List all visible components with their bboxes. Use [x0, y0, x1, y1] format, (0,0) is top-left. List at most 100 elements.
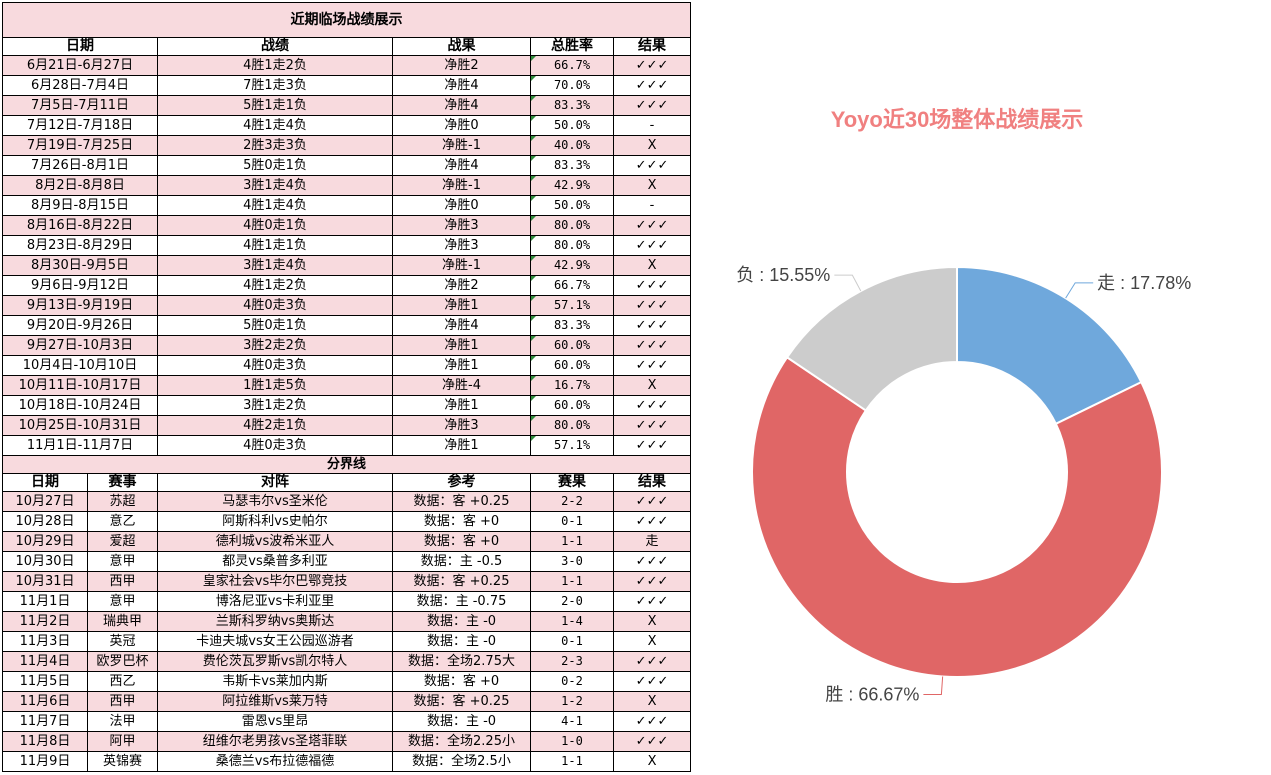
match-date: 10月30日 [2, 551, 88, 572]
row-date: 7月12日-7月18日 [2, 115, 158, 136]
match-reference: 数据：客 +0 [392, 531, 531, 552]
table-row: 9月6日-9月12日 4胜1走2负 净胜2 66.7% ✓✓✓ [2, 275, 692, 296]
match-date: 11月7日 [2, 711, 88, 732]
match-header-row: 日期 赛事 对阵 参考 赛果 结果 [2, 473, 692, 492]
row-rate: 83.3% [530, 155, 614, 176]
match-league: 爱超 [87, 531, 158, 552]
donut-label-0: 走 : 17.78% [1097, 273, 1191, 293]
row-outcome: ✓✓✓ [612, 315, 692, 336]
match-header-match: 对阵 [157, 473, 393, 492]
match-outcome: ✓✓✓ [612, 511, 692, 532]
match-date: 10月29日 [2, 531, 88, 552]
row-date: 8月30日-9月5日 [2, 255, 158, 276]
table-row: 8月30日-9月5日 3胜1走4负 净胜-1 42.9% X [2, 255, 692, 276]
match-teams: 桑德兰vs布拉德福德 [157, 751, 393, 772]
match-league: 英冠 [87, 631, 158, 652]
match-teams: 阿斯科利vs史帕尔 [157, 511, 393, 532]
donut-leader-line-1 [923, 676, 944, 695]
row-date: 7月5日-7月11日 [2, 95, 158, 116]
chart-title: Yoyo近30场整体战绩展示 [831, 107, 1084, 132]
header-date: 日期 [2, 37, 158, 56]
match-league: 英锦赛 [87, 751, 158, 772]
row-record: 2胜3走3负 [157, 135, 393, 156]
record-table: 近期临场战绩展示 日期 战绩 战果 总胜率 结果 6月21日-6月27日 4胜1走2负 净胜2 6… [1, 2, 692, 772]
row-record: 4胜0走3负 [157, 435, 393, 456]
table-row: 10月11日-10月17日 1胜1走5负 净胜-4 16.7% X [2, 375, 692, 396]
match-row: 11月2日 瑞典甲 兰斯科罗纳vs奥斯达 数据：主 -0 1-4 X [2, 611, 692, 632]
match-reference: 数据：全场2.25小 [392, 731, 531, 752]
match-teams: 兰斯科罗纳vs奥斯达 [157, 611, 393, 632]
match-row: 11月9日 英锦赛 桑德兰vs布拉德福德 数据：全场2.5小 1-1 X [2, 751, 692, 772]
row-result: 净胜1 [392, 435, 531, 456]
row-rate: 60.0% [530, 355, 614, 376]
match-teams: 卡迪夫城vs女王公园巡游者 [157, 631, 393, 652]
table-row: 7月26日-8月1日 5胜0走1负 净胜4 83.3% ✓✓✓ [2, 155, 692, 176]
match-reference: 数据：全场2.75大 [392, 651, 531, 672]
row-outcome: ✓✓✓ [612, 235, 692, 256]
row-record: 3胜1走4负 [157, 175, 393, 196]
row-record: 4胜0走3负 [157, 355, 393, 376]
row-record: 3胜1走4负 [157, 255, 393, 276]
row-result: 净胜-1 [392, 255, 531, 276]
row-rate: 50.0% [530, 115, 614, 136]
row-record: 4胜1走2负 [157, 55, 393, 76]
row-record: 5胜1走1负 [157, 95, 393, 116]
match-outcome: ✓✓✓ [612, 571, 692, 592]
match-date: 11月1日 [2, 591, 88, 612]
match-league: 西乙 [87, 671, 158, 692]
row-record: 4胜0走3负 [157, 295, 393, 316]
match-row: 11月7日 法甲 雷恩vs里昂 数据：主 -0 4-1 ✓✓✓ [2, 711, 692, 732]
donut-label-1: 胜 : 66.67% [825, 684, 919, 704]
match-teams: 费伦茨瓦罗斯vs凯尔特人 [157, 651, 393, 672]
match-outcome: 走 [612, 531, 692, 552]
header-rate: 总胜率 [530, 37, 614, 56]
row-result: 净胜1 [392, 395, 531, 416]
row-rate: 70.0% [530, 75, 614, 96]
row-date: 7月19日-7月25日 [2, 135, 158, 156]
match-reference: 数据：主 -0.75 [392, 591, 531, 612]
match-date: 11月5日 [2, 671, 88, 692]
table-row: 10月25日-10月31日 4胜2走1负 净胜3 80.0% ✓✓✓ [2, 415, 692, 436]
row-record: 4胜1走1负 [157, 235, 393, 256]
row-outcome: ✓✓✓ [612, 75, 692, 96]
donut-labels: 走 : 17.78% 胜 : 66.67% 负 : 15.55% [736, 265, 1191, 704]
row-rate: 83.3% [530, 315, 614, 336]
divider-row: 分界线 [1, 455, 692, 474]
row-outcome: ✓✓✓ [612, 95, 692, 116]
donut-label-2: 负 : 15.55% [736, 265, 830, 285]
match-teams: 皇家社会vs毕尔巴鄂竞技 [157, 571, 393, 592]
match-row: 10月27日 苏超 马瑟韦尔vs圣米伦 数据：客 +0.25 2-2 ✓✓✓ [2, 491, 692, 512]
row-rate: 80.0% [530, 215, 614, 236]
row-rate: 42.9% [530, 255, 614, 276]
match-outcome: ✓✓✓ [612, 711, 692, 732]
row-outcome: X [612, 175, 692, 196]
match-reference: 数据：客 +0.25 [392, 491, 531, 512]
match-row: 10月31日 西甲 皇家社会vs毕尔巴鄂竞技 数据：客 +0.25 1-1 ✓✓✓ [2, 571, 692, 592]
donut-slice-0 [956, 265, 1143, 426]
donut-slice-1 [751, 355, 1163, 678]
row-rate: 60.0% [530, 395, 614, 416]
row-outcome: ✓✓✓ [612, 55, 692, 76]
row-result: 净胜4 [392, 155, 531, 176]
match-date: 11月6日 [2, 691, 88, 712]
row-outcome: - [612, 115, 692, 136]
match-score: 1-4 [530, 611, 614, 632]
match-score: 1-1 [530, 751, 614, 772]
match-outcome: ✓✓✓ [612, 671, 692, 692]
row-rate: 80.0% [530, 415, 614, 436]
match-score: 2-3 [530, 651, 614, 672]
match-reference: 数据：主 -0 [392, 711, 531, 732]
match-outcome: X [612, 611, 692, 632]
table-row: 9月13日-9月19日 4胜0走3负 净胜1 57.1% ✓✓✓ [2, 295, 692, 316]
divider-label: 分界线 [1, 455, 692, 474]
row-rate: 60.0% [530, 335, 614, 356]
row-result: 净胜3 [392, 235, 531, 256]
row-rate: 42.9% [530, 175, 614, 196]
row-record: 5胜0走1负 [157, 155, 393, 176]
table-header-row: 日期 战绩 战果 总胜率 结果 [2, 37, 692, 56]
table-row: 7月5日-7月11日 5胜1走1负 净胜4 83.3% ✓✓✓ [2, 95, 692, 116]
match-score: 1-2 [530, 691, 614, 712]
match-league: 瑞典甲 [87, 611, 158, 632]
header-outcome: 结果 [612, 37, 692, 56]
row-date: 8月9日-8月15日 [2, 195, 158, 216]
